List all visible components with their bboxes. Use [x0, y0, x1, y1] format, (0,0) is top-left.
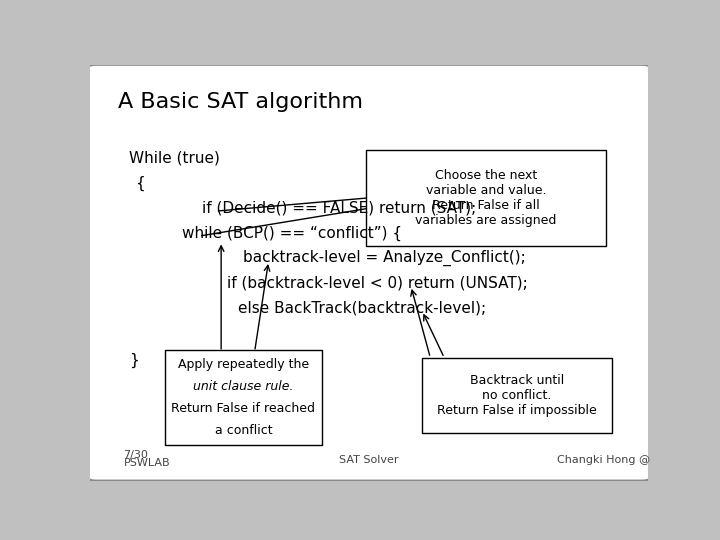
Text: SAT Solver: SAT Solver — [339, 455, 399, 465]
Text: Choose the next
variable and value.
Return False if all
variables are assigned: Choose the next variable and value. Retu… — [415, 169, 557, 227]
Text: unit clause rule.: unit clause rule. — [193, 380, 294, 393]
Text: }: } — [129, 353, 139, 368]
Text: A Basic SAT algorithm: A Basic SAT algorithm — [118, 92, 363, 112]
Text: Return False if reached: Return False if reached — [171, 402, 315, 415]
FancyBboxPatch shape — [366, 150, 606, 246]
Text: {: { — [135, 176, 145, 191]
FancyBboxPatch shape — [422, 358, 612, 433]
Text: Backtrack until
no conflict.
Return False if impossible: Backtrack until no conflict. Return Fals… — [437, 374, 597, 417]
Text: else BackTrack(backtrack-level);: else BackTrack(backtrack-level); — [238, 301, 486, 315]
Text: Changki Hong @: Changki Hong @ — [557, 455, 650, 465]
Text: PSWLAB: PSWLAB — [124, 458, 170, 468]
Text: while (BCP() == “conflict”) {: while (BCP() == “conflict”) { — [182, 226, 402, 241]
Text: Apply repeatedly the: Apply repeatedly the — [178, 358, 309, 372]
Text: if (backtrack-level < 0) return (UNSAT);: if (backtrack-level < 0) return (UNSAT); — [227, 275, 528, 291]
Text: backtrack-level = Analyze_Conflict();: backtrack-level = Analyze_Conflict(); — [243, 250, 526, 266]
Text: a conflict: a conflict — [215, 423, 272, 437]
FancyBboxPatch shape — [84, 65, 654, 481]
FancyBboxPatch shape — [166, 349, 322, 445]
Text: While (true): While (true) — [129, 151, 220, 166]
Text: 7/30: 7/30 — [124, 450, 148, 460]
Text: if (Decide() == FALSE) return (SAT);: if (Decide() == FALSE) return (SAT); — [202, 201, 476, 216]
